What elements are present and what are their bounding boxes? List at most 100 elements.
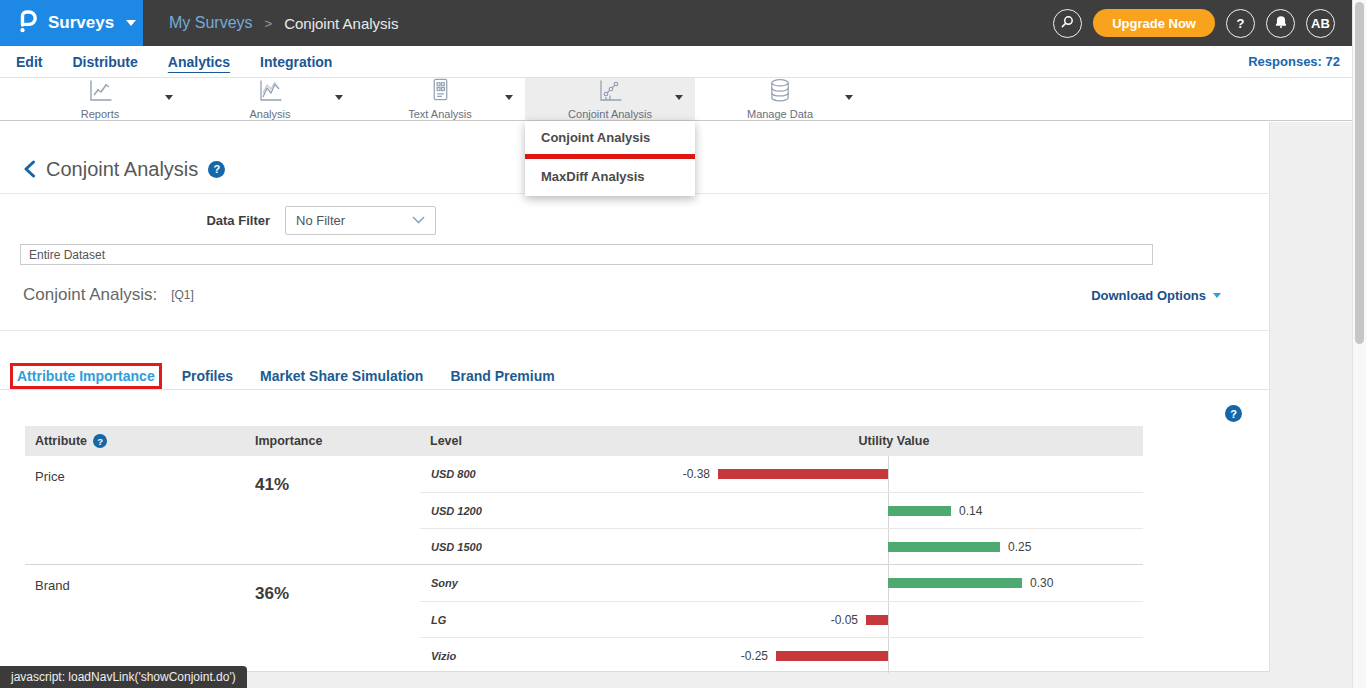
nav-item-analytics[interactable]: Analytics — [168, 54, 230, 70]
chevron-down-icon — [126, 20, 136, 26]
conjoint-dropdown-menu: Conjoint Analysis MaxDiff Analysis — [525, 121, 695, 196]
table-help-icon[interactable]: ? — [1225, 405, 1242, 422]
content-card: Conjoint Analysis ? Data Filter No Filte… — [0, 122, 1270, 672]
download-options-button[interactable]: Download Options — [1091, 288, 1221, 303]
table-row: USD 1500 0.25 — [420, 528, 1143, 564]
importance-value: 36% — [245, 565, 420, 673]
level-name: USD 1200 — [420, 493, 645, 528]
tab-market-share-simulation[interactable]: Market Share Simulation — [256, 366, 427, 386]
utility-bar — [888, 506, 951, 516]
tab-brand-premium[interactable]: Brand Premium — [446, 366, 558, 386]
toolbar-item-conjoint-analysis[interactable]: Conjoint Analysis — [525, 78, 695, 120]
level-name: USD 800 — [420, 456, 645, 492]
toolbar-item-label: Reports — [81, 108, 120, 120]
product-name: Surveys — [48, 13, 114, 33]
table-header: Attribute ? Importance Level Utility Val… — [25, 426, 1143, 456]
bell-icon — [1274, 15, 1288, 32]
toolbar-item-label: Conjoint Analysis — [568, 108, 652, 120]
data-filter-value: No Filter — [296, 213, 345, 228]
nav-item-integration[interactable]: Integration — [260, 54, 332, 70]
utility-bar — [776, 651, 888, 661]
help-button[interactable]: ? — [1226, 9, 1255, 38]
search-icon — [1060, 14, 1075, 32]
tab-profiles[interactable]: Profiles — [178, 366, 237, 386]
utility-bar — [888, 578, 1022, 588]
app-window: Surveys My Surveys > Conjoint Analysis U… — [0, 0, 1366, 688]
utility-value-label: -0.25 — [741, 649, 768, 663]
chevron-down-icon[interactable] — [845, 95, 853, 100]
data-filter-label: Data Filter — [0, 213, 270, 228]
notifications-button[interactable] — [1266, 9, 1295, 38]
page-title-row: Conjoint Analysis ? — [23, 145, 225, 193]
toolbar-item-label: Text Analysis — [408, 108, 472, 120]
question-code: [Q1] — [171, 288, 194, 302]
question-mark-icon: ? — [1237, 16, 1245, 31]
page-title: Conjoint Analysis — [46, 158, 198, 181]
level-name: USD 1500 — [420, 529, 645, 564]
toolbar-item-analysis[interactable]: Analysis — [185, 78, 355, 120]
toolbar-item-label: Analysis — [250, 108, 291, 120]
utility-value-label: 0.25 — [1008, 540, 1031, 554]
analysis-chart-icon — [257, 79, 283, 107]
back-chevron-icon[interactable] — [23, 160, 36, 178]
nav-item-distribute[interactable]: Distribute — [72, 54, 137, 70]
attribute-help-icon[interactable]: ? — [93, 434, 107, 448]
utility-value-label: 0.14 — [959, 504, 982, 518]
data-filter-select[interactable]: No Filter — [285, 206, 436, 235]
column-header-label: Attribute — [35, 434, 87, 448]
data-filter-row: Data Filter No Filter — [0, 201, 1270, 239]
chevron-down-icon[interactable] — [675, 95, 683, 100]
column-header-attribute: Attribute ? — [25, 434, 245, 448]
utility-bar-cell: -0.05 — [645, 602, 1143, 637]
toolbar-item-manage-data[interactable]: Manage Data — [695, 78, 865, 120]
level-name: Sony — [420, 565, 645, 601]
tab-attribute-importance[interactable]: Attribute Importance — [13, 366, 159, 386]
toolbar-item-text-analysis[interactable]: Text Analysis — [355, 78, 525, 120]
text-analysis-icon — [428, 78, 452, 107]
vertical-scrollbar[interactable] — [1352, 0, 1366, 688]
toolbar-item-label: Manage Data — [747, 108, 813, 120]
level-name: Vizio — [420, 638, 645, 673]
download-options-label: Download Options — [1091, 288, 1206, 303]
attribute-importance-table: Attribute ? Importance Level Utility Val… — [25, 426, 1143, 673]
attribute-name: Price — [25, 456, 245, 564]
breadcrumb-current: Conjoint Analysis — [284, 15, 398, 32]
table-row: LG -0.05 — [420, 601, 1143, 637]
breadcrumb-separator: > — [265, 16, 273, 31]
utility-bar-cell: 0.25 — [645, 529, 1143, 564]
scrollbar-thumb[interactable] — [1355, 2, 1364, 344]
table-row: Vizio -0.25 — [420, 637, 1143, 673]
column-header-importance: Importance — [245, 434, 420, 448]
result-tabs: Attribute Importance Profiles Market Sha… — [0, 362, 1270, 390]
conjoint-chart-icon — [597, 79, 623, 107]
menu-item-conjoint-analysis[interactable]: Conjoint Analysis — [525, 121, 695, 154]
chevron-down-icon[interactable] — [505, 95, 513, 100]
product-switcher[interactable]: Surveys — [0, 0, 143, 46]
importance-value: 41% — [245, 456, 420, 564]
breadcrumb-my-surveys[interactable]: My Surveys — [169, 14, 253, 32]
menu-item-maxdiff-analysis[interactable]: MaxDiff Analysis — [525, 159, 695, 196]
help-question-icon[interactable]: ? — [208, 161, 225, 178]
question-header-row: Conjoint Analysis: [Q1] Download Options — [23, 274, 1221, 316]
utility-bar — [866, 615, 888, 625]
toolbar-item-reports[interactable]: Reports — [15, 78, 185, 120]
chevron-down-icon[interactable] — [165, 95, 173, 100]
avatar[interactable]: AB — [1306, 9, 1335, 38]
chevron-down-icon[interactable] — [335, 95, 343, 100]
table-row-group-price: Price 41% USD 800 -0.38 USD 1200 — [25, 456, 1143, 564]
chevron-down-icon — [1213, 293, 1221, 298]
level-rows: Sony 0.30 LG -0.05 Viz — [420, 565, 1143, 673]
level-rows: USD 800 -0.38 USD 1200 0.14 — [420, 456, 1143, 564]
dataset-field[interactable]: Entire Dataset — [20, 244, 1153, 265]
nav-item-edit[interactable]: Edit — [16, 54, 42, 70]
breadcrumb: My Surveys > Conjoint Analysis — [169, 0, 398, 46]
responses-count: Responses: 72 — [1248, 54, 1340, 69]
utility-bar-cell: -0.38 — [645, 456, 1143, 492]
divider — [0, 330, 1270, 331]
upgrade-now-button[interactable]: Upgrade Now — [1093, 9, 1215, 37]
utility-bar-cell: -0.25 — [645, 638, 1143, 673]
attribute-name: Brand — [25, 565, 245, 673]
search-button[interactable] — [1053, 9, 1082, 38]
utility-bar-cell: 0.30 — [645, 565, 1143, 601]
database-icon — [767, 78, 793, 107]
